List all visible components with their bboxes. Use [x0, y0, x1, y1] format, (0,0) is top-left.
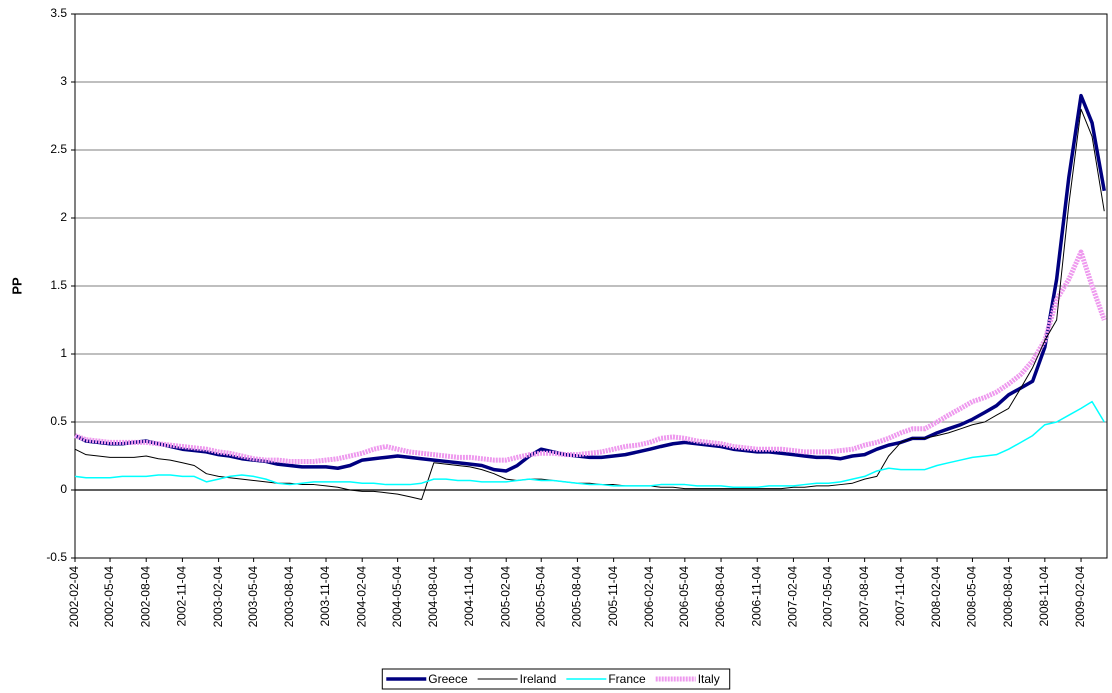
x-tick-label: 2003-02-04	[211, 566, 225, 628]
line-series	[74, 108, 1105, 501]
x-tick-label: 2005-08-04	[570, 566, 584, 628]
x-tick-label: 2008-02-04	[929, 566, 943, 628]
x-tick-label: 2007-11-04	[893, 566, 907, 627]
line-series	[74, 249, 1107, 464]
y-tick-label: 3	[60, 74, 67, 88]
x-tick-label: 2004-08-04	[426, 566, 440, 628]
legend-label: France	[608, 672, 646, 686]
x-tick-label: 2003-08-04	[282, 566, 296, 628]
x-tick-label: 2008-05-04	[965, 566, 979, 628]
x-tick-label: 2006-11-04	[749, 566, 763, 627]
x-tick-label: 2003-11-04	[318, 566, 332, 627]
x-tick-label: 2005-05-04	[533, 566, 547, 628]
line-series	[74, 93, 1106, 473]
y-tick-label: 3.5	[50, 6, 67, 20]
x-tick-label: 2002-11-04	[175, 566, 189, 627]
x-tick-label: 2008-08-04	[1001, 566, 1015, 628]
y-tick-label: 1	[60, 346, 67, 360]
y-axis-label: PP	[9, 277, 24, 295]
x-tick-label: 2008-11-04	[1037, 566, 1051, 627]
x-tick-label: 2005-11-04	[606, 566, 620, 627]
y-tick-label: 1.5	[50, 278, 67, 292]
x-tick-label: 2004-02-04	[354, 566, 368, 628]
x-tick-label: 2003-05-04	[246, 566, 260, 628]
legend-label: Greece	[428, 672, 468, 686]
x-tick-label: 2007-08-04	[857, 566, 871, 628]
line-series	[74, 400, 1105, 489]
legend	[381, 668, 731, 690]
x-tick-label: 2009-02-04	[1073, 566, 1087, 628]
x-tick-label: 2006-02-04	[642, 566, 656, 628]
x-tick-label: 2002-02-04	[67, 566, 81, 628]
x-tick-label: 2004-11-04	[462, 566, 476, 627]
x-tick-label: 2002-05-04	[102, 566, 116, 628]
legend-label: Ireland	[520, 672, 557, 686]
x-tick-label: 2007-02-04	[786, 566, 800, 628]
x-tick-label: 2005-02-04	[498, 566, 512, 628]
x-tick-label: 2004-05-04	[390, 566, 404, 628]
x-tick-label: 2006-08-04	[713, 566, 727, 628]
legend-label: Italy	[698, 672, 720, 686]
x-tick-label: 2002-08-04	[138, 566, 152, 628]
y-tick-label: 2.5	[50, 142, 67, 156]
x-tick-label: 2006-05-04	[677, 566, 691, 628]
y-tick-label: 2	[60, 210, 67, 224]
x-tick-label: 2007-05-04	[821, 566, 835, 628]
y-tick-label: 0	[60, 482, 67, 496]
y-tick-label: -0.5	[46, 550, 67, 564]
y-tick-label: 0.5	[50, 414, 67, 428]
